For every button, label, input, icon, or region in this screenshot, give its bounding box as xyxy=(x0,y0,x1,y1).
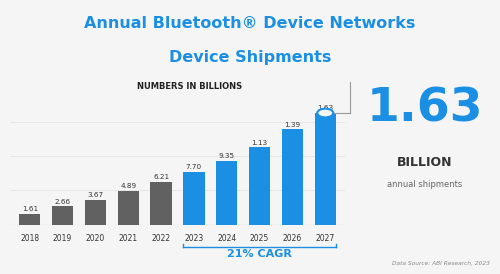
Text: 2018: 2018 xyxy=(20,233,40,242)
Text: 2020: 2020 xyxy=(86,233,105,242)
Text: 2022: 2022 xyxy=(152,233,171,242)
Text: Data Source: ABI Research, 2023: Data Source: ABI Research, 2023 xyxy=(392,261,490,266)
Text: 4.89: 4.89 xyxy=(120,184,136,190)
Text: 2027: 2027 xyxy=(316,233,335,242)
Text: 3.67: 3.67 xyxy=(88,192,104,198)
Text: 2021: 2021 xyxy=(118,233,138,242)
Text: 1.39: 1.39 xyxy=(284,122,300,128)
Text: 2025: 2025 xyxy=(250,233,269,242)
Bar xyxy=(314,113,336,225)
Text: BILLION: BILLION xyxy=(397,156,453,169)
Text: 2026: 2026 xyxy=(283,233,302,242)
Bar xyxy=(84,199,106,225)
Text: 2019: 2019 xyxy=(53,233,72,242)
Text: 2024: 2024 xyxy=(217,233,236,242)
Text: 1.13: 1.13 xyxy=(252,139,268,145)
Text: 1.63: 1.63 xyxy=(317,105,334,111)
Text: Annual Bluetooth® Device Networks: Annual Bluetooth® Device Networks xyxy=(84,16,415,30)
Bar xyxy=(19,214,40,225)
Text: 21% CAGR: 21% CAGR xyxy=(227,249,292,259)
Bar xyxy=(150,182,172,225)
Text: 2023: 2023 xyxy=(184,233,204,242)
Text: 1.61: 1.61 xyxy=(22,206,38,212)
Text: annual shipments: annual shipments xyxy=(388,180,462,189)
Text: 9.35: 9.35 xyxy=(218,153,235,159)
Bar xyxy=(183,172,204,225)
Text: NUMBERS IN BILLIONS: NUMBERS IN BILLIONS xyxy=(138,82,242,91)
Bar xyxy=(249,147,270,225)
Bar xyxy=(118,191,139,225)
Text: 2.66: 2.66 xyxy=(54,199,70,205)
Bar xyxy=(282,130,303,225)
Text: 1.63: 1.63 xyxy=(367,87,483,132)
Text: 6.21: 6.21 xyxy=(153,175,169,181)
Text: 7.70: 7.70 xyxy=(186,164,202,170)
Text: Device Shipments: Device Shipments xyxy=(169,50,331,65)
Bar xyxy=(216,161,238,225)
Bar xyxy=(52,207,73,225)
